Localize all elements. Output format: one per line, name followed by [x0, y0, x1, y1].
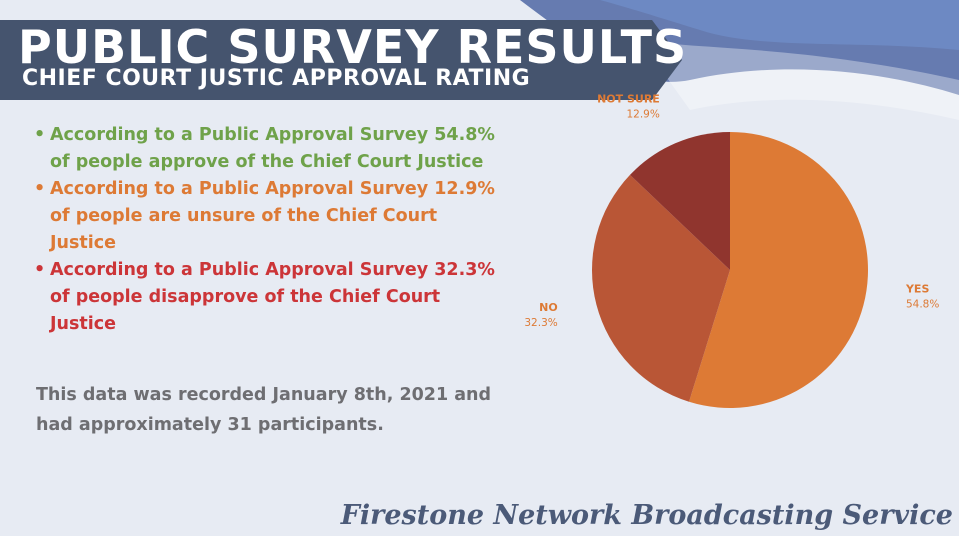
page-subtitle: CHIEF COURT JUSTIC APPROVAL RATING: [22, 66, 531, 91]
bullet-dot-icon: •: [34, 179, 46, 199]
slice-label: YES: [905, 283, 929, 296]
bullet-text: According to a Public Approval Survey 54…: [50, 125, 495, 172]
survey-note: This data was recorded January 8th, 2021…: [36, 385, 492, 435]
footer-brand: Firestone Network Broadcasting Service: [340, 500, 953, 531]
pie-slice-not-sure: [629, 132, 730, 270]
slice-label: NO: [539, 301, 558, 314]
pie-slice-yes: [689, 132, 868, 408]
bullet-dot-icon: •: [34, 260, 46, 280]
bullet-text: According to a Public Approval Survey 32…: [50, 260, 495, 334]
bullet-item: • According to a Public Approval Survey 3…: [34, 257, 504, 338]
bullet-text: According to a Public Approval Survey 12…: [50, 179, 495, 253]
slice-label: NOT SURE: [597, 92, 660, 105]
slice-value-label: 12.9%: [626, 108, 659, 120]
pie-slice-no: [592, 174, 730, 402]
bullet-dot-icon: •: [34, 125, 46, 145]
pie-chart: YES 54.8% NO 32.3% NOT SURE 12.9%: [524, 92, 939, 408]
slice-value-label: 54.8%: [906, 299, 939, 311]
bullet-list: • According to a Public Approval Survey 5…: [34, 122, 504, 338]
slice-value-label: 32.3%: [524, 317, 557, 329]
title-banner: [0, 20, 682, 100]
page-title: PUBLIC SURVEY RESULTS: [18, 20, 688, 74]
bullet-item: • According to a Public Approval Survey 5…: [34, 122, 504, 176]
bullet-item: • According to a Public Approval Survey 1…: [34, 176, 504, 257]
